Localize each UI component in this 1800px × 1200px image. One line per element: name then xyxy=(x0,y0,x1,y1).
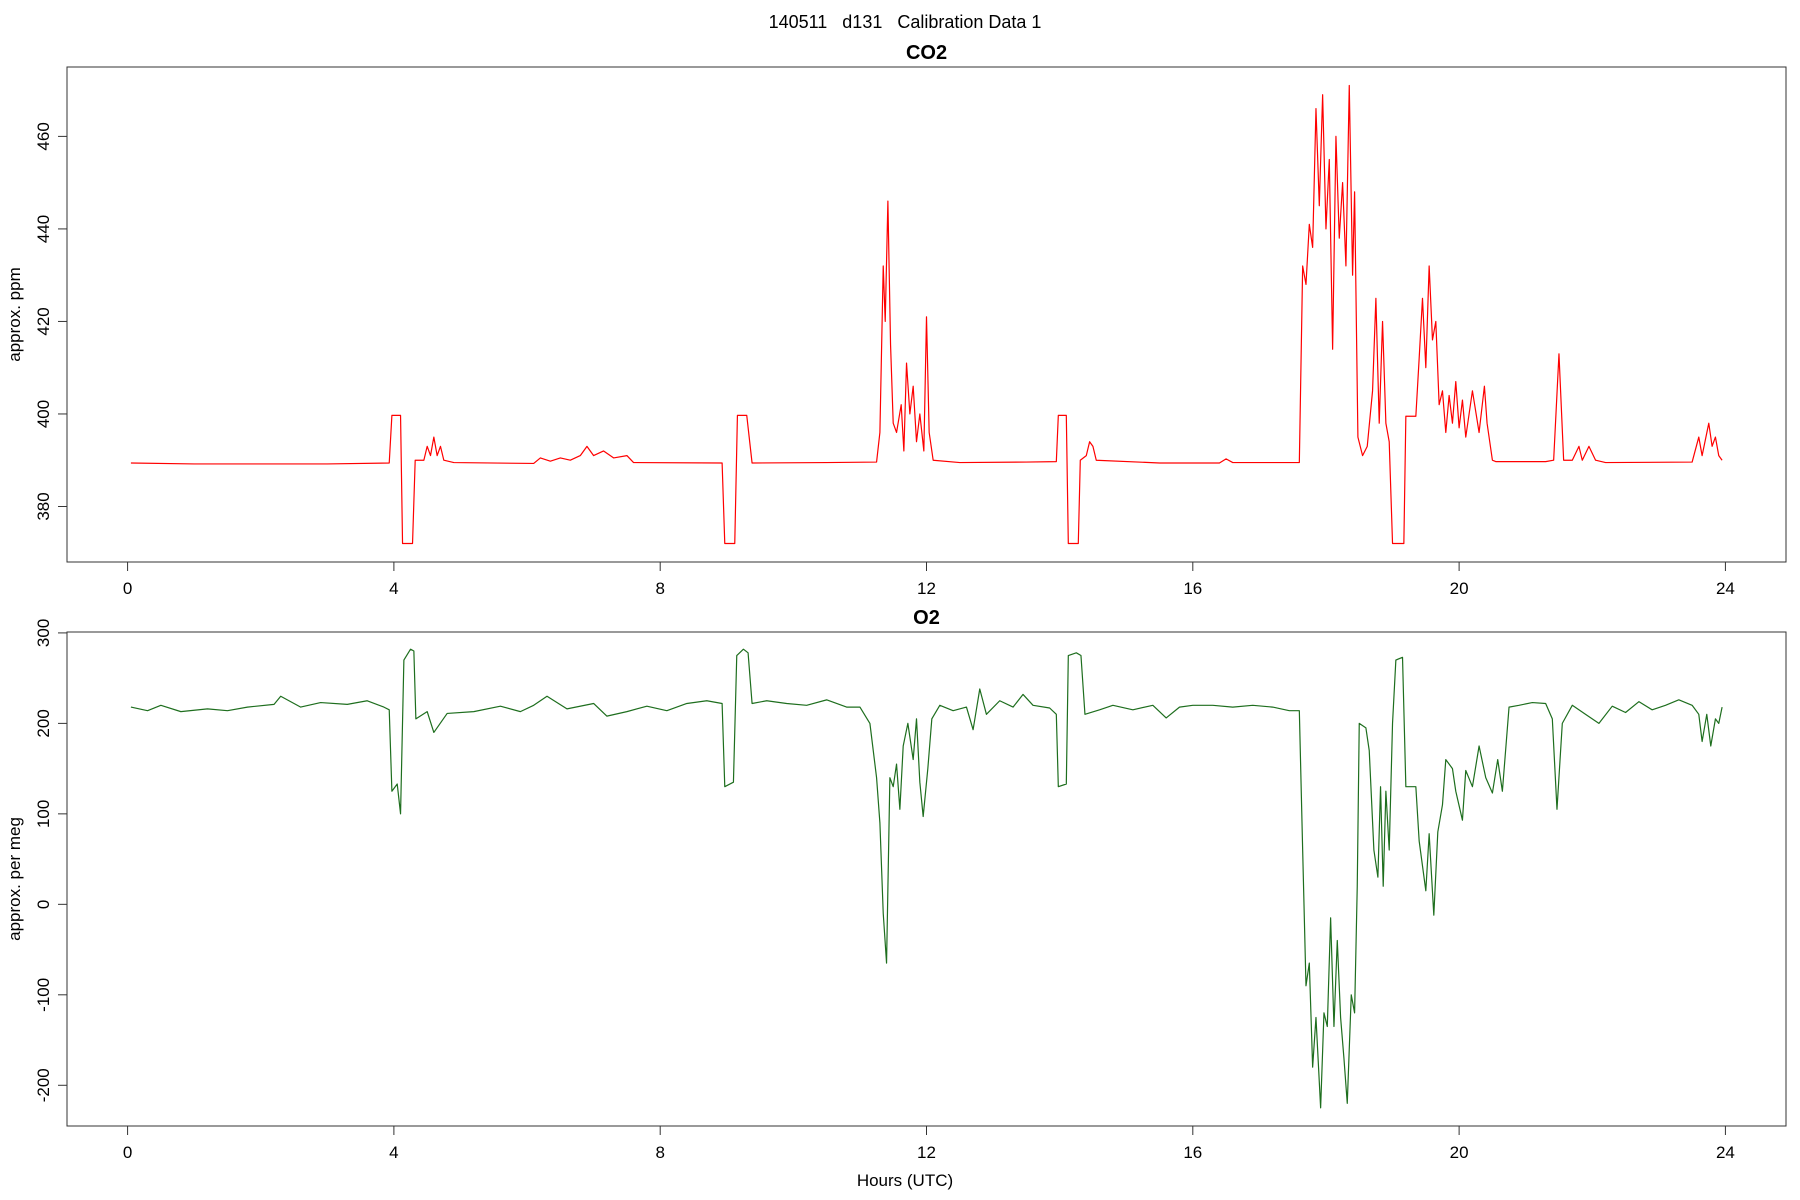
y-axis-label: approx. ppm xyxy=(5,267,24,362)
plot-box xyxy=(66,66,1787,563)
y-axis-label: approx. per meg xyxy=(5,817,24,941)
data-line xyxy=(130,648,1723,1109)
data-line xyxy=(130,84,1723,545)
y-tick-label: 400 xyxy=(34,400,53,428)
x-tick-label: 0 xyxy=(123,1143,132,1162)
y-tick-label: -200 xyxy=(34,1068,53,1102)
x-tick-label: 4 xyxy=(389,579,398,598)
y-tick-label: 380 xyxy=(34,492,53,520)
x-tick-label: 8 xyxy=(655,579,664,598)
x-tick-label: 8 xyxy=(655,1143,664,1162)
y-tick-label: 420 xyxy=(34,307,53,335)
y-tick-label: 200 xyxy=(34,709,53,737)
x-tick-label: 20 xyxy=(1450,579,1469,598)
x-tick-label: 16 xyxy=(1183,1143,1202,1162)
x-tick-label: 0 xyxy=(123,579,132,598)
panel-title: CO2 xyxy=(906,42,947,64)
x-tick-label: 16 xyxy=(1183,579,1202,598)
x-tick-label: 24 xyxy=(1716,1143,1735,1162)
y-tick-label: -100 xyxy=(34,978,53,1012)
y-tick-label: 440 xyxy=(34,215,53,243)
x-tick-label: 12 xyxy=(917,579,936,598)
y-tick-label: 460 xyxy=(34,122,53,150)
x-tick-label: 24 xyxy=(1716,579,1735,598)
panel-title: O2 xyxy=(913,607,940,629)
x-tick-label: 4 xyxy=(389,1143,398,1162)
y-tick-label: 0 xyxy=(34,900,53,909)
x-axis-label: Hours (UTC) xyxy=(857,1171,953,1190)
x-tick-label: 20 xyxy=(1450,1143,1469,1162)
y-tick-label: 300 xyxy=(34,619,53,647)
figure-title: 140511 d131 Calibration Data 1 xyxy=(769,12,1042,32)
y-tick-label: 100 xyxy=(34,800,53,828)
plot-box xyxy=(66,631,1787,1127)
x-tick-label: 12 xyxy=(917,1143,936,1162)
